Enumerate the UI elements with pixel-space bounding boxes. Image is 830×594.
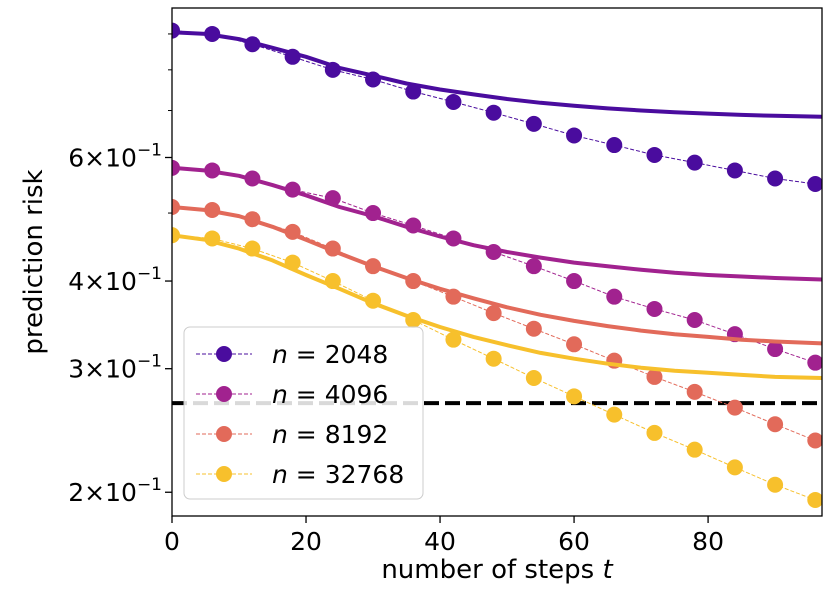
data-point-8192 [204,202,221,219]
data-point-8192 [807,432,822,449]
data-point-4096 [365,205,382,222]
data-point-8192 [726,399,743,416]
x-tick-label: 40 [424,527,456,556]
y-tick-label: 2×10−1 [68,475,162,507]
y-tick-label: 6×10−1 [68,140,162,172]
legend-label-8192: n = 8192 [272,420,388,449]
data-point-2048 [726,162,743,179]
data-point-4096 [445,230,462,247]
data-point-4096 [204,162,221,179]
data-point-4096 [172,159,180,176]
data-point-4096 [566,273,583,290]
data-point-2048 [686,154,703,171]
data-point-8192 [365,258,382,275]
legend: n = 2048 n = 4096 n = 8192 n = 32768 [183,326,424,500]
data-point-2048 [606,137,623,154]
data-point-2048 [365,71,382,88]
y-tick-label: 3×10−1 [68,352,162,384]
data-point-32768 [566,388,583,405]
data-point-32768 [365,292,382,309]
legend-marker-2048 [216,346,232,362]
data-point-32768 [324,273,341,290]
x-tick-label: 60 [558,527,590,556]
data-point-32768 [646,424,663,441]
data-point-2048 [525,115,542,132]
data-point-32768 [606,406,623,423]
data-point-32768 [726,459,743,476]
data-point-4096 [405,217,422,234]
empirical-line-8192 [172,206,816,441]
y-axis-label: prediction risk [19,169,49,354]
data-point-32768 [405,311,422,328]
data-point-8192 [445,288,462,305]
empirical-line-32768 [172,234,816,501]
data-point-4096 [646,300,663,317]
theory-curve-2048 [172,30,822,119]
data-point-2048 [244,36,261,53]
data-point-8192 [244,211,261,228]
data-point-32768 [767,476,784,493]
data-point-8192 [405,273,422,290]
data-point-32768 [244,240,261,257]
data-point-4096 [284,181,301,198]
data-point-2048 [324,61,341,78]
data-point-8192 [566,336,583,353]
data-point-8192 [646,368,663,385]
data-point-2048 [405,83,422,100]
data-point-32768 [284,254,301,271]
theory-curve-8192 [172,205,822,346]
data-point-4096 [244,170,261,187]
theory-curve-32768 [172,233,822,380]
legend-marker-8192 [216,426,232,442]
data-point-32768 [525,369,542,386]
data-point-4096 [686,311,703,328]
x-tick-label: 0 [164,527,180,556]
data-point-8192 [284,223,301,240]
legend-label-32768: n = 32768 [272,460,404,489]
data-point-2048 [646,146,663,163]
data-point-2048 [204,25,221,42]
data-point-4096 [767,341,784,358]
data-point-8192 [686,383,703,400]
data-point-32768 [204,230,221,247]
x-tick-label: 20 [290,527,322,556]
legend-frame [183,326,424,500]
legend-label-2048: n = 2048 [272,340,388,369]
data-point-4096 [485,243,502,260]
plot-frame [171,7,823,517]
data-point-32768 [172,227,180,244]
data-point-4096 [324,190,341,207]
data-point-2048 [807,176,822,193]
data-point-2048 [767,170,784,187]
data-point-8192 [525,320,542,337]
legend-marker-32768 [216,466,232,482]
data-point-2048 [172,22,180,39]
data-point-32768 [445,331,462,348]
data-point-8192 [767,416,784,433]
data-point-4096 [525,258,542,275]
data-point-32768 [807,491,822,508]
data-point-2048 [445,93,462,110]
data-point-8192 [172,199,180,216]
y-tick-label: 4×10−1 [68,264,162,296]
data-point-8192 [485,305,502,322]
data-point-8192 [324,240,341,257]
data-point-4096 [807,354,822,371]
legend-label-4096: n = 4096 [272,380,388,409]
x-axis-label: number of steps t [381,555,613,585]
x-tick-label: 80 [692,527,724,556]
data-point-32768 [686,441,703,458]
data-point-2048 [485,104,502,121]
data-point-2048 [284,48,301,65]
data-point-2048 [566,127,583,144]
legend-marker-4096 [216,386,232,402]
data-point-4096 [606,288,623,305]
data-point-32768 [485,350,502,367]
